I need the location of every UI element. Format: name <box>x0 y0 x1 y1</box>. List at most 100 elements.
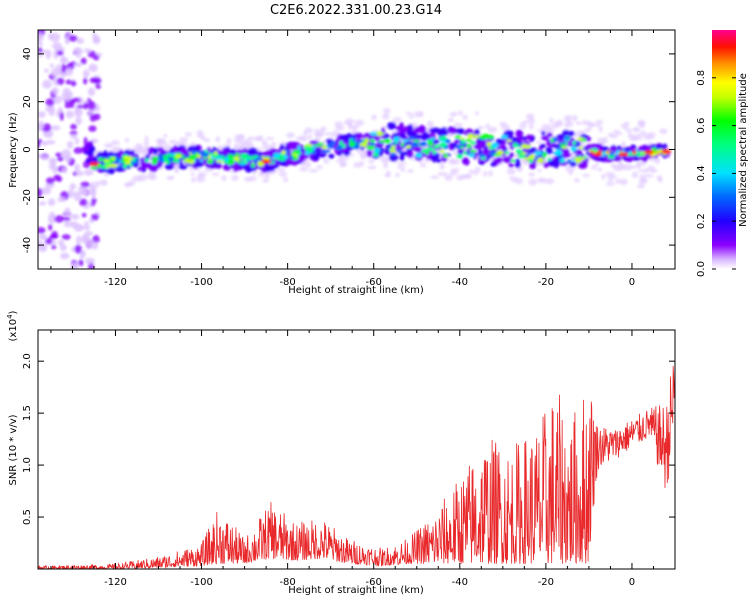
haze-blob <box>643 168 649 174</box>
haze-blob <box>477 125 485 130</box>
haze-blob <box>482 171 488 177</box>
haze-blob <box>334 121 344 128</box>
band-core-blob <box>163 158 169 162</box>
spectrogram-x-tick-label: -120 <box>104 277 127 288</box>
band-core-blob <box>512 144 521 147</box>
band-blob <box>312 153 320 161</box>
haze-blob <box>659 128 668 135</box>
band-blob <box>529 161 537 170</box>
noise-blob <box>38 153 42 158</box>
haze-blob <box>308 168 319 173</box>
haze-blob <box>191 176 196 183</box>
band-core-blob <box>228 159 233 163</box>
band-blob <box>430 127 440 134</box>
noise-blob <box>48 107 56 117</box>
noise-blob <box>38 120 45 130</box>
band-blob <box>540 135 549 141</box>
haze-blob <box>610 163 617 169</box>
noise-blob <box>51 125 61 131</box>
noise-blob <box>45 177 55 185</box>
snr-x-tick-label: -80 <box>279 577 295 588</box>
haze-blob <box>457 174 467 179</box>
haze-blob <box>506 167 516 175</box>
haze-blob <box>405 111 413 115</box>
noise-blob <box>83 102 88 110</box>
band-core-blob <box>99 165 108 169</box>
band-core-blob <box>557 154 563 159</box>
noise-blob <box>76 37 85 44</box>
noise-blob <box>87 101 96 111</box>
colorbar-tick-label: 0.4 <box>696 165 707 181</box>
band-blob <box>472 151 478 160</box>
haze-blob <box>215 136 221 143</box>
band-core-blob <box>288 156 294 160</box>
band-core-blob <box>375 131 384 137</box>
band-core-blob <box>233 156 240 162</box>
noise-blob <box>52 42 62 50</box>
band-core-blob <box>555 149 561 152</box>
band-blob <box>108 152 114 157</box>
haze-blob <box>656 175 662 182</box>
band-core-blob <box>536 157 545 163</box>
haze-blob <box>450 158 460 165</box>
haze-blob <box>537 168 542 173</box>
spectrogram-panel: -120 -100 -80 -60 -40 -20 0 -40 -20 0 20 40 Height… <box>8 29 676 296</box>
band-core-blob <box>123 155 130 160</box>
haze-blob <box>528 178 538 186</box>
band-blob <box>124 149 132 156</box>
noise-blob <box>56 156 64 162</box>
band-blob <box>431 154 438 160</box>
noise-blob <box>44 68 50 73</box>
band-core-blob <box>206 159 214 164</box>
noise-blob <box>70 80 77 87</box>
snr-frame <box>37 329 676 570</box>
band-core-blob <box>213 154 220 158</box>
band-blob <box>461 157 470 165</box>
snr-x-tick-label: -20 <box>538 577 554 588</box>
noise-blob <box>70 213 80 220</box>
haze-blob <box>590 165 597 170</box>
band-blob <box>417 125 427 134</box>
haze-blob <box>265 136 275 141</box>
colorbar-tick-label: 0.0 <box>696 261 707 277</box>
band-core-blob <box>419 141 428 147</box>
noise-blob <box>60 55 66 64</box>
haze-blob <box>632 127 641 133</box>
spectrogram-x-tick-label: -80 <box>279 277 295 288</box>
band-blob <box>298 156 306 163</box>
noise-blob <box>49 211 56 220</box>
peak-blob <box>88 161 99 166</box>
spectrogram-x-label: Height of straight line (km) <box>288 285 424 296</box>
haze-blob <box>566 117 571 121</box>
haze-blob <box>536 178 545 182</box>
band-core-blob <box>410 142 419 148</box>
noise-blob <box>45 182 55 189</box>
noise-blob <box>88 63 98 73</box>
haze-blob <box>261 179 270 183</box>
haze-blob <box>615 132 623 136</box>
haze-blob <box>189 165 194 172</box>
band-core-blob <box>433 145 440 149</box>
band-blob <box>261 151 272 158</box>
band-core-blob <box>598 149 603 154</box>
snr-x-tick-label: -100 <box>190 577 213 588</box>
band-core-blob <box>445 138 451 144</box>
band-core-blob <box>401 139 410 142</box>
haze-blob <box>195 175 206 183</box>
haze-blob <box>525 113 535 120</box>
spectrogram-x-tick-label: -100 <box>190 277 213 288</box>
band-core-blob <box>304 145 312 151</box>
haze-blob <box>419 162 427 168</box>
noise-blob <box>64 207 71 217</box>
band-blob <box>413 146 423 153</box>
band-core-blob <box>560 157 565 163</box>
haze-blob <box>371 114 377 121</box>
haze-blob <box>535 140 542 144</box>
noise-blob <box>50 32 61 43</box>
haze-blob <box>221 175 227 181</box>
spectrogram-y-tick-label: 20 <box>22 95 33 108</box>
noise-blob <box>66 140 74 149</box>
band-core-blob <box>389 148 397 153</box>
haze-blob <box>163 143 170 149</box>
band-core-blob <box>534 155 539 161</box>
